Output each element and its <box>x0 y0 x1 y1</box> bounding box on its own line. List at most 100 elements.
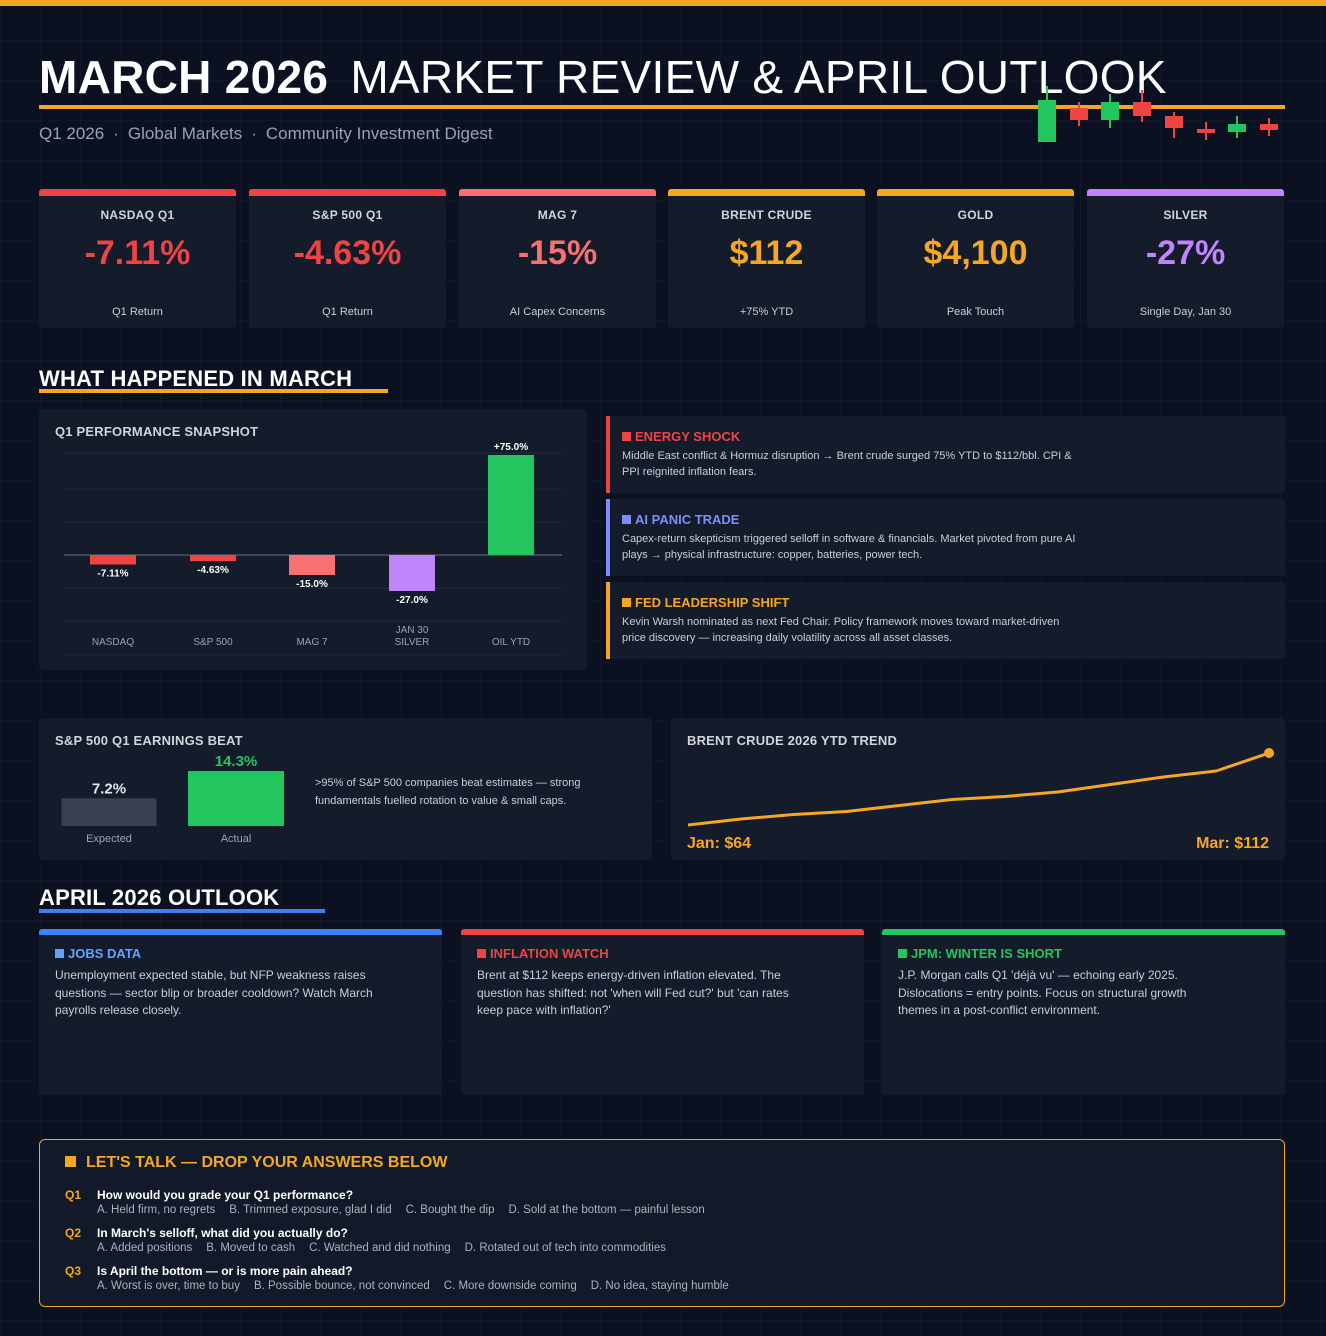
kpi-note: AI Capex Concerns <box>509 306 606 318</box>
answer-option[interactable]: A. Added positions <box>97 1242 193 1254</box>
answer-option[interactable]: C. Watched and did nothing <box>309 1242 451 1254</box>
question-text: In March's selloff, what did you actuall… <box>97 1226 348 1240</box>
page-title: MARCH 2026 MARKET REVIEW & APRIL OUTLOOK <box>39 50 1167 104</box>
bar <box>190 555 236 562</box>
outlook-card: JPM: WINTER IS SHORT J.P. Morgan calls Q1… <box>882 929 1285 1095</box>
square-bullet-icon <box>55 949 64 958</box>
question-options: A. Held firm, no regrets B. Trimmed expos… <box>97 1204 719 1216</box>
square-bullet-icon <box>477 949 486 958</box>
event-title-text: FED LEADERSHIP SHIFT <box>635 595 790 610</box>
question-text: Is April the bottom — or is more pain ah… <box>97 1264 353 1278</box>
title-underline <box>39 105 1285 109</box>
end-point-marker <box>1264 748 1274 758</box>
question-item: Q3 Is April the bottom — or is more pain … <box>65 1262 729 1292</box>
section-underline-march <box>39 389 388 393</box>
kpi-accent-bar <box>877 189 1074 196</box>
end-label: Mar: $112 <box>1196 835 1269 852</box>
kpi-card: NASDAQ Q1 -7.11% Q1 Return <box>39 189 236 328</box>
kpi-card: S&P 500 Q1 -4.63% Q1 Return <box>249 189 446 328</box>
outlook-title: INFLATION WATCH <box>477 946 609 961</box>
question-number: Q3 <box>65 1264 82 1278</box>
event-accent <box>606 582 610 659</box>
event-title: FED LEADERSHIP SHIFT <box>622 595 789 610</box>
value-label: +75.0% <box>494 442 528 453</box>
kpi-note: Q1 Return <box>322 306 373 318</box>
subtitle-separator: · <box>251 124 257 143</box>
question-number: Q1 <box>65 1188 82 1202</box>
brent-title: BRENT CRUDE 2026 YTD TREND <box>687 733 898 748</box>
brent-panel: BRENT CRUDE 2026 YTD TREND Jan: $64 Mar: … <box>671 718 1285 860</box>
kpi-value: $4,100 <box>923 234 1028 272</box>
event-text: Kevin Warsh nominated as next Fed Chair.… <box>622 616 1060 644</box>
question-item: Q2 In March's selloff, what did you actua… <box>65 1224 666 1254</box>
outlook-title: JPM: WINTER IS SHORT <box>898 946 1062 961</box>
value-label: -27.0% <box>396 595 428 606</box>
outlook-title-text: JPM: WINTER IS SHORT <box>911 946 1062 961</box>
question-options: A. Added positions B. Moved to cash C. Wat… <box>97 1242 680 1254</box>
category-label: NASDAQ <box>92 637 134 648</box>
bar <box>90 555 136 565</box>
event-card-ai: AI PANIC TRADE Capex-return skepticism t… <box>606 499 1285 576</box>
kpi-label: NASDAQ Q1 <box>100 208 175 222</box>
answer-option[interactable]: B. Possible bounce, not convinced <box>253 1280 430 1292</box>
kpi-label: SILVER <box>1163 208 1208 222</box>
bar <box>188 771 284 826</box>
answer-option[interactable]: D. Rotated out of tech into commodities <box>464 1242 666 1254</box>
event-card-fed: FED LEADERSHIP SHIFT Kevin Warsh nominat… <box>606 582 1285 659</box>
outlook-title-text: INFLATION WATCH <box>490 946 609 961</box>
answer-option[interactable]: B. Trimmed exposure, glad I did <box>229 1204 392 1216</box>
question-number: Q2 <box>65 1226 82 1240</box>
answer-option[interactable]: A. Held firm, no regrets <box>97 1204 216 1216</box>
question-text: How would you grade your Q1 performance? <box>97 1188 354 1202</box>
event-text: Middle East conflict & Hormuz disruption… <box>622 450 1072 478</box>
kpi-note: Single Day, Jan 30 <box>1139 306 1232 318</box>
candlestick-decoration <box>1038 86 1278 142</box>
outlook-title-text: JOBS DATA <box>68 946 142 961</box>
value-label: -4.63% <box>197 565 229 576</box>
page-subtitle: Q1 2026 · Global Markets · Community Investm… <box>39 124 493 144</box>
subtitle-item: Community Investment Digest <box>265 124 493 143</box>
question-options: A. Worst is over, time to buy B. Possible… <box>97 1280 743 1292</box>
kpi-accent-bar <box>249 189 446 196</box>
answer-option[interactable]: C. More downside coming <box>443 1280 577 1292</box>
event-title-text: AI PANIC TRADE <box>635 512 740 527</box>
trend-line <box>687 751 1270 827</box>
q1-chart-title: Q1 PERFORMANCE SNAPSHOT <box>55 424 259 439</box>
title-bold: MARCH 2026 <box>39 51 329 103</box>
outlook-accent-bar <box>39 929 442 935</box>
question-item: Q1 How would you grade your Q1 performanc… <box>65 1186 705 1216</box>
bar <box>61 798 157 826</box>
category-label: S&P 500 <box>193 637 233 648</box>
kpi-value: -27% <box>1145 234 1226 272</box>
bar <box>488 455 534 555</box>
answer-option[interactable]: D. Sold at the bottom — painful lesson <box>508 1204 705 1216</box>
category-label: Expected <box>86 833 132 845</box>
kpi-card: BRENT CRUDE $112 +75% YTD <box>668 189 865 328</box>
earnings-text: >95% of S&P 500 companies beat estimates… <box>315 777 581 807</box>
answer-option[interactable]: A. Worst is over, time to buy <box>97 1280 240 1292</box>
kpi-label: MAG 7 <box>537 208 578 222</box>
category-label: JAN 30 SILVER <box>395 625 430 648</box>
section-title-april: APRIL 2026 OUTLOOK <box>39 885 280 910</box>
answer-option[interactable]: B. Moved to cash <box>206 1242 296 1254</box>
answer-option[interactable]: C. Bought the dip <box>405 1204 495 1216</box>
kpi-card: MAG 7 -15% AI Capex Concerns <box>459 189 656 328</box>
earnings-chart: 7.2% Expected 14.3% Actual <box>61 753 284 845</box>
kpi-value: $112 <box>729 234 804 272</box>
earnings-title: S&P 500 Q1 EARNINGS BEAT <box>55 733 243 748</box>
kpi-card: SILVER -27% Single Day, Jan 30 <box>1087 189 1284 328</box>
q1-performance-panel: Q1 PERFORMANCE SNAPSHOT -7.11% NASDAQ -4.6… <box>39 409 587 670</box>
outlook-card: JOBS DATA Unemployment expected stable, b… <box>39 929 442 1095</box>
section-title-march: WHAT HAPPENED IN MARCH <box>39 366 353 391</box>
bar <box>389 555 435 591</box>
q1-performance-chart: -7.11% NASDAQ -4.63% S&P 500 -15.0% MAG 7 -27.… <box>64 442 562 656</box>
kpi-accent-bar <box>39 189 236 196</box>
start-label: Jan: $64 <box>687 835 751 852</box>
discussion-title-text: LET'S TALK — DROP YOUR ANSWERS BELOW <box>86 1154 448 1171</box>
square-bullet-icon <box>622 598 631 607</box>
event-title-text: ENERGY SHOCK <box>635 429 741 444</box>
kpi-label: S&P 500 Q1 <box>312 208 383 222</box>
answer-option[interactable]: D. No idea, staying humble <box>590 1280 729 1292</box>
subtitle-item: Q1 2026 <box>39 124 105 143</box>
outlook-card: INFLATION WATCH Brent at $112 keeps energ… <box>461 929 864 1095</box>
